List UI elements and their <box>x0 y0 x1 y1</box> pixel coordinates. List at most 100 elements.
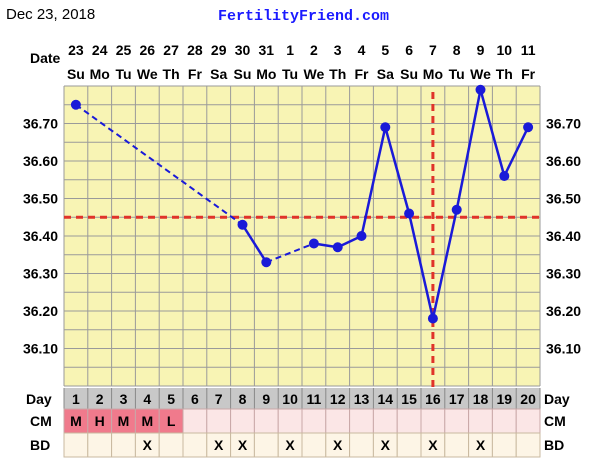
weekday-label: Tu <box>449 66 465 82</box>
cycle-day-label: 6 <box>191 391 199 407</box>
cycle-day-label: 3 <box>120 391 128 407</box>
bd-cell <box>63 432 89 458</box>
site-title[interactable]: FertilityFriend.com <box>218 8 390 25</box>
bd-row-label-left: BD <box>30 437 50 453</box>
date-label: 9 <box>477 42 485 58</box>
date-label: 5 <box>381 42 389 58</box>
cycle-day-label: 4 <box>143 391 151 407</box>
date-label: 29 <box>211 42 227 58</box>
date-row-label: Date <box>30 50 61 66</box>
weekday-label: We <box>304 66 325 82</box>
bd-cell <box>515 432 541 458</box>
cycle-day-label: 13 <box>354 391 370 407</box>
weekday-label: Th <box>496 66 513 82</box>
y-tick-label-right: 36.50 <box>546 191 581 207</box>
chart-date: Dec 23, 2018 <box>6 6 96 23</box>
date-label: 4 <box>358 42 366 58</box>
bd-cell <box>444 432 470 458</box>
bd-value: X <box>143 437 153 453</box>
weekday-label: We <box>470 66 491 82</box>
cycle-day-label: 17 <box>449 391 465 407</box>
cm-cell <box>277 408 303 434</box>
day-row-label-right: Day <box>544 391 570 407</box>
y-tick-label-left: 36.70 <box>23 116 58 132</box>
cm-cell <box>491 408 517 434</box>
temp-point <box>380 122 391 133</box>
weekday-label: Fr <box>521 66 536 82</box>
cycle-day-label: 16 <box>425 391 441 407</box>
temp-point <box>237 219 248 230</box>
temp-point <box>308 238 319 249</box>
date-label: 23 <box>68 42 84 58</box>
weekday-label: Mo <box>256 66 276 82</box>
temp-point <box>451 204 462 215</box>
cm-cell <box>325 408 351 434</box>
cm-cell <box>230 408 255 434</box>
temp-point <box>427 313 438 324</box>
date-label: 24 <box>92 42 108 58</box>
temp-line <box>503 126 530 177</box>
y-tick-label-right: 36.30 <box>546 266 581 282</box>
cycle-day-label: 10 <box>282 391 298 407</box>
weekday-label: Mo <box>423 66 443 82</box>
cm-cell <box>349 408 374 434</box>
bd-cell <box>87 432 113 458</box>
temp-line-dashed <box>265 242 315 264</box>
date-label: 10 <box>497 42 513 58</box>
cm-cell <box>206 408 232 434</box>
cycle-day-label: 5 <box>167 391 175 407</box>
y-tick-label-left: 36.40 <box>23 228 58 244</box>
y-tick-label-left: 36.60 <box>23 153 58 169</box>
cm-value: M <box>70 413 82 429</box>
temp-line <box>384 126 411 214</box>
y-tick-label-right: 36.10 <box>546 341 581 357</box>
bd-value: X <box>333 437 343 453</box>
cycle-day-label: 12 <box>330 391 346 407</box>
bd-value: X <box>214 437 224 453</box>
weekday-label: Fr <box>188 66 203 82</box>
bd-value: X <box>285 437 295 453</box>
weekday-label: Th <box>329 66 346 82</box>
cycle-day-label: 15 <box>401 391 417 407</box>
cm-cell <box>515 408 541 434</box>
bd-value: X <box>381 437 391 453</box>
bd-cell <box>301 432 327 458</box>
date-label: 6 <box>405 42 413 58</box>
cm-cell <box>468 408 493 434</box>
y-tick-label-right: 36.40 <box>546 228 581 244</box>
cm-cell <box>444 408 470 434</box>
cycle-day-label: 19 <box>497 391 513 407</box>
weekday-label: Sa <box>210 66 227 82</box>
temp-line <box>360 126 387 237</box>
cycle-day-label: 18 <box>473 391 489 407</box>
cm-cell <box>420 408 446 434</box>
date-label: 8 <box>453 42 461 58</box>
date-label: 11 <box>521 42 536 58</box>
cm-value: M <box>141 413 153 429</box>
cm-cell <box>253 408 279 434</box>
cm-cell <box>301 408 327 434</box>
cycle-day-label: 11 <box>306 391 321 407</box>
date-label: 2 <box>310 42 318 58</box>
temp-point <box>356 231 367 241</box>
weekday-label: Su <box>67 66 85 82</box>
date-label: 26 <box>140 42 156 58</box>
cycle-day-label: 2 <box>96 391 104 407</box>
bd-cell <box>111 432 136 458</box>
weekday-label: Th <box>163 66 180 82</box>
cycle-day-label: 1 <box>72 391 80 407</box>
temp-line <box>455 89 482 210</box>
weekday-label: Tu <box>115 66 131 82</box>
date-label: 28 <box>187 42 203 58</box>
weekday-label: We <box>137 66 158 82</box>
cm-value: M <box>118 413 130 429</box>
bd-cell <box>396 432 422 458</box>
bd-value: X <box>428 437 438 453</box>
weekday-label: Su <box>234 66 252 82</box>
cycle-day-label: 9 <box>262 391 270 407</box>
temp-line <box>431 209 458 319</box>
y-tick-label-left: 36.50 <box>23 191 58 207</box>
date-label: 3 <box>334 42 342 58</box>
date-label: 25 <box>116 42 132 58</box>
